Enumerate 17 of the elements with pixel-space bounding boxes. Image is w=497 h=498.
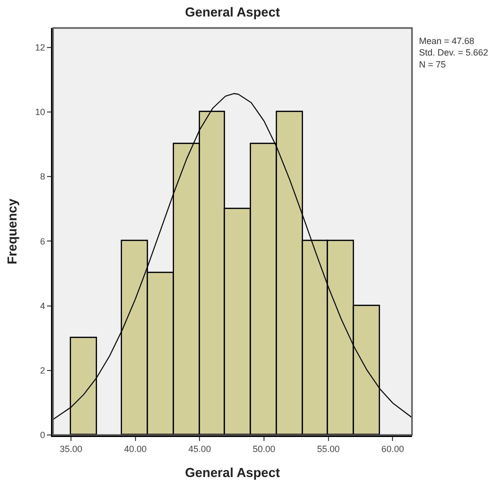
- y-tick-label: 12: [35, 42, 46, 53]
- chart-title: General Aspect: [185, 4, 281, 20]
- y-tick-label: 10: [35, 107, 46, 118]
- x-tick-label: 55.00: [317, 444, 340, 454]
- y-axis-title: Frequency: [4, 198, 20, 264]
- y-tick-label: 8: [40, 172, 46, 182]
- x-tick-label: 40.00: [124, 444, 147, 454]
- x-tick-label: 45.00: [188, 444, 211, 454]
- y-tick-label: 4: [40, 300, 46, 311]
- y-tick-label: 0: [40, 430, 46, 440]
- y-tick-label: 2: [40, 366, 46, 376]
- x-tick-label: 60.00: [381, 444, 404, 454]
- text: Mean = 47.68 Std. Dev. = 5.662 N = 75: [419, 36, 488, 70]
- x-tick-label: 35.00: [60, 444, 82, 454]
- x-axis-title: General Aspect: [185, 464, 281, 480]
- y-tick-label: 6: [40, 236, 46, 246]
- x-tick-label: 50.00: [252, 444, 276, 454]
